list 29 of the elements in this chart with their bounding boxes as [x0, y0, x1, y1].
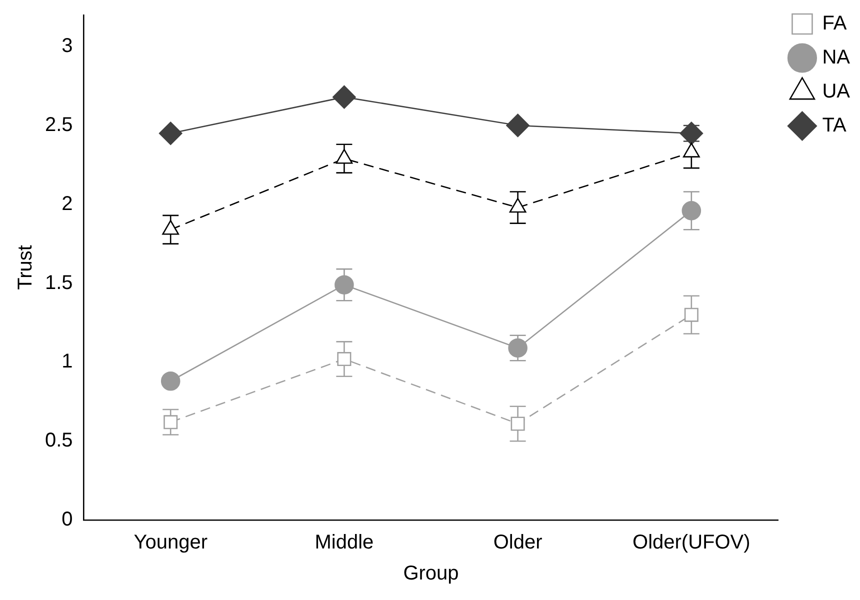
point — [334, 275, 354, 295]
legend-label: UA — [822, 80, 851, 103]
y-tick-label: 1.5 — [44, 272, 73, 294]
point — [680, 122, 704, 146]
x-tick-label: Middle — [314, 532, 374, 554]
point — [508, 338, 528, 358]
y-tick-label: 2.5 — [44, 114, 73, 136]
y-axis-title: Trust — [14, 244, 37, 290]
y-tick-label: 1 — [62, 350, 73, 373]
y-tick-label: 3 — [62, 35, 73, 58]
point — [337, 352, 352, 366]
point — [158, 122, 182, 146]
x-tick-label: Older — [493, 532, 543, 554]
x-tick-label: Younger — [134, 532, 208, 554]
point — [510, 416, 525, 431]
point — [682, 201, 702, 220]
y-tick-label: 0 — [62, 508, 73, 531]
legend-label: TA — [822, 114, 847, 137]
point — [332, 85, 356, 109]
point — [684, 308, 698, 322]
y-tick-label: 0.5 — [44, 430, 73, 452]
x-tick-label: Older(UFOV) — [632, 532, 750, 554]
point — [160, 371, 180, 391]
y-tick-label: 2 — [62, 192, 73, 215]
point — [164, 415, 178, 430]
point — [506, 114, 530, 138]
x-axis-title: Group — [403, 562, 459, 585]
legend-label: FA — [822, 12, 848, 35]
legend-label: NA — [822, 46, 851, 69]
